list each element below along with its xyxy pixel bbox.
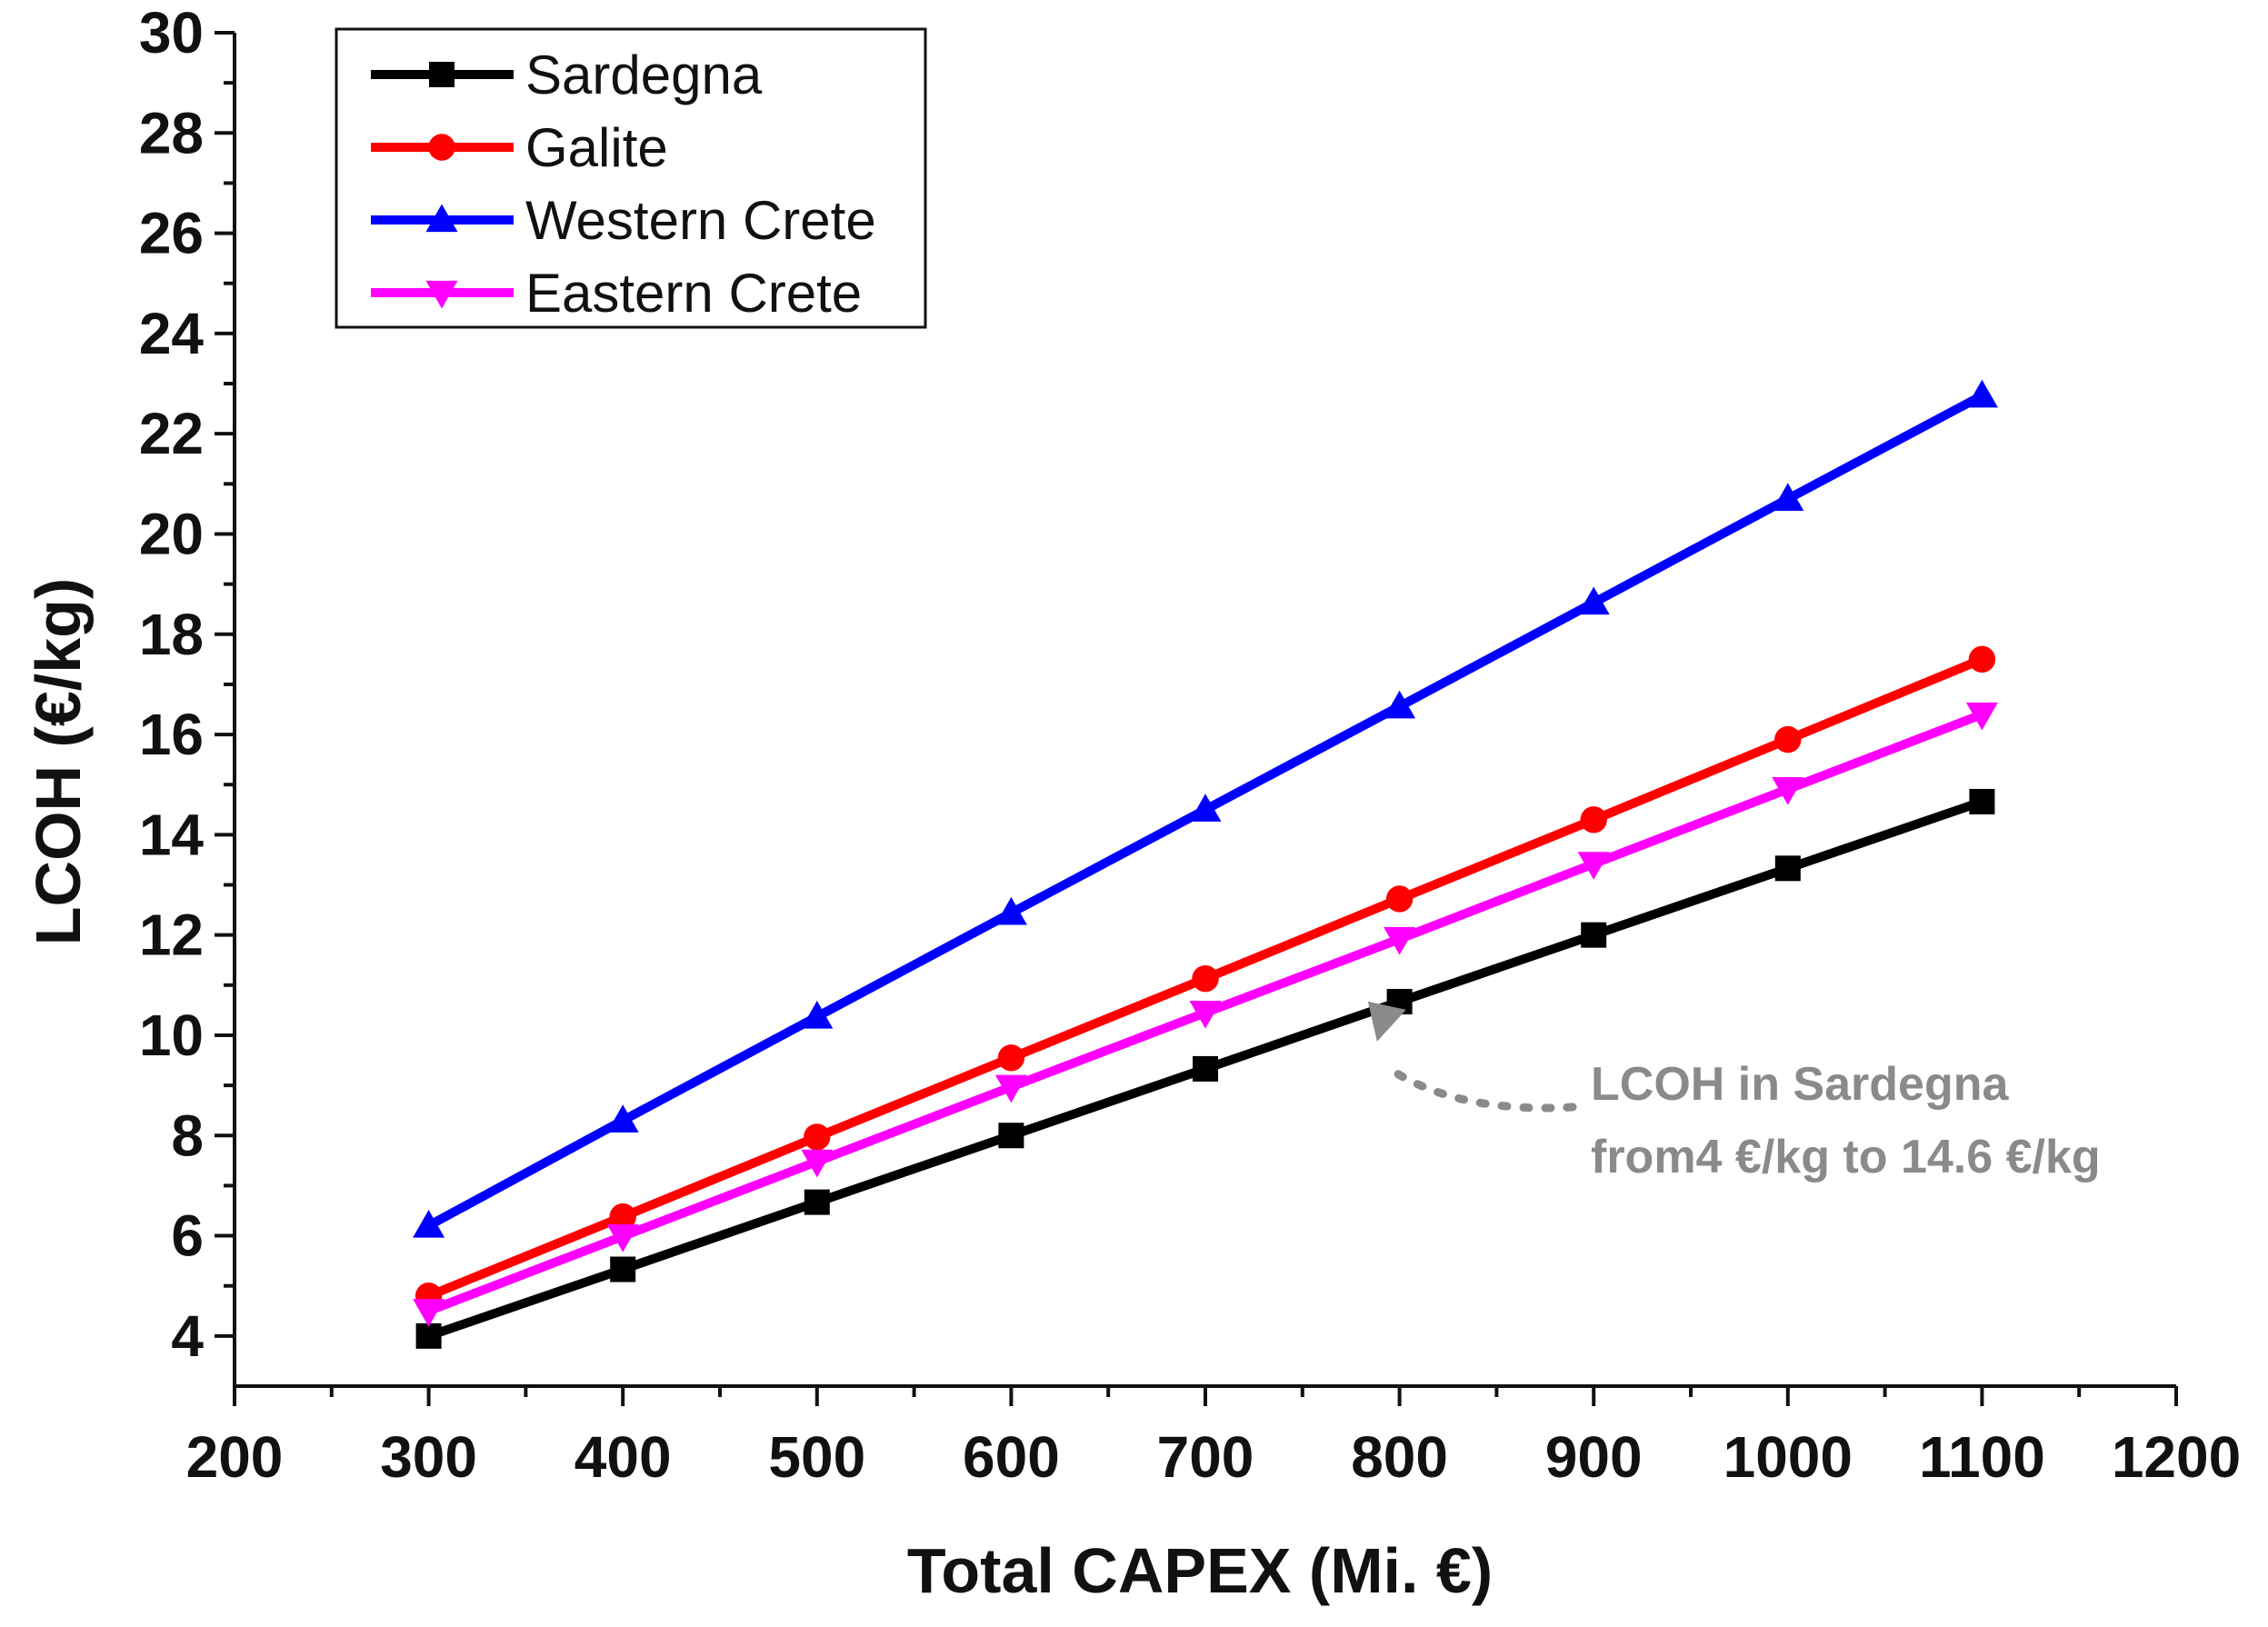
x-tick-label: 300 bbox=[380, 1424, 477, 1490]
y-tick-label: 20 bbox=[139, 501, 204, 566]
y-tick-label: 24 bbox=[139, 301, 205, 366]
series-galite bbox=[415, 645, 1996, 1310]
data-point-western-crete bbox=[801, 1001, 834, 1029]
data-point-western-crete bbox=[1189, 794, 1222, 822]
x-tick-label: 800 bbox=[1351, 1424, 1448, 1490]
x-tick-label: 500 bbox=[768, 1424, 865, 1490]
x-tick-label: 400 bbox=[574, 1424, 672, 1490]
y-tick-label: 6 bbox=[171, 1203, 204, 1269]
legend: Sardegna Galite Western Crete Eastern Crete bbox=[335, 27, 927, 329]
data-point-western-crete bbox=[606, 1104, 639, 1133]
y-tick-label: 30 bbox=[139, 0, 204, 65]
legend-label-eastern-crete: Eastern Crete bbox=[525, 263, 862, 324]
data-point-western-crete bbox=[1577, 586, 1610, 615]
legend-marker-western-crete bbox=[425, 204, 458, 233]
x-tick-label: 1200 bbox=[2112, 1424, 2241, 1490]
data-point-western-crete bbox=[1965, 379, 1998, 408]
axes: 4 6 8 10 12 14 16 18 20 22 24 26 28 30 200 300 400 500 600… bbox=[139, 0, 2241, 1490]
annotation-line-1: LCOH in Sardegna bbox=[1591, 1058, 2009, 1111]
data-point-sardegna bbox=[415, 1323, 442, 1349]
data-point-sardegna bbox=[610, 1256, 636, 1283]
legend-label-sardegna: Sardegna bbox=[525, 45, 763, 105]
data-point-galite bbox=[804, 1123, 831, 1151]
data-point-western-crete bbox=[1772, 483, 1804, 512]
data-point-eastern-crete bbox=[413, 1299, 445, 1327]
data-point-eastern-crete bbox=[1965, 702, 1998, 731]
data-point-eastern-crete bbox=[994, 1074, 1027, 1103]
legend-marker-galite bbox=[428, 134, 455, 161]
y-tick-label: 4 bbox=[171, 1303, 204, 1369]
y-tick-label: 22 bbox=[139, 401, 204, 466]
data-point-galite bbox=[1968, 645, 1996, 674]
data-point-eastern-crete bbox=[606, 1223, 639, 1253]
data-point-galite bbox=[1774, 725, 1802, 754]
data-point-western-crete bbox=[994, 896, 1027, 925]
data-point-galite bbox=[1385, 885, 1414, 913]
series-sardegna bbox=[415, 788, 1995, 1349]
data-point-galite bbox=[1580, 806, 1607, 833]
legend-label-galite: Galite bbox=[525, 117, 668, 178]
data-point-western-crete bbox=[1384, 690, 1416, 719]
x-tick-label: 600 bbox=[963, 1424, 1060, 1490]
y-tick-label: 10 bbox=[139, 1003, 204, 1068]
x-tick-label: 1100 bbox=[1919, 1424, 2045, 1490]
y-tick-label: 8 bbox=[171, 1103, 204, 1168]
data-point-sardegna bbox=[1774, 855, 1801, 882]
y-tick-label: 14 bbox=[139, 802, 205, 867]
x-tick-label: 200 bbox=[186, 1424, 284, 1490]
y-tick-label: 12 bbox=[139, 903, 204, 968]
y-tick-label: 26 bbox=[139, 201, 204, 266]
data-point-sardegna bbox=[804, 1189, 830, 1215]
data-point-sardegna bbox=[1193, 1055, 1218, 1082]
y-axis-title: LCOH (€/kg) bbox=[23, 578, 94, 945]
data-point-sardegna bbox=[1969, 788, 1995, 814]
data-point-galite bbox=[1192, 964, 1219, 993]
data-point-eastern-crete bbox=[1577, 852, 1610, 880]
x-tick-label: 1000 bbox=[1723, 1424, 1853, 1490]
data-point-eastern-crete bbox=[1384, 926, 1416, 955]
annotation-arrow-line bbox=[1391, 1068, 1577, 1113]
x-tick-label: 700 bbox=[1157, 1424, 1254, 1490]
data-point-galite bbox=[997, 1044, 1025, 1072]
data-point-sardegna bbox=[998, 1123, 1024, 1149]
x-tick-label: 900 bbox=[1545, 1424, 1643, 1490]
data-point-sardegna bbox=[1581, 922, 1607, 948]
legend-label-western-crete: Western Crete bbox=[525, 190, 876, 251]
data-point-western-crete bbox=[413, 1210, 445, 1238]
data-point-eastern-crete bbox=[801, 1149, 834, 1178]
annotation: LCOH in Sardegna from4 €/kg to 14.6 €/kg bbox=[1367, 1001, 2101, 1183]
y-tick-label: 18 bbox=[139, 602, 204, 667]
data-point-galite bbox=[609, 1203, 636, 1231]
annotation-line-2: from4 €/kg to 14.6 €/kg bbox=[1591, 1131, 2101, 1183]
annotation-arrow-head bbox=[1367, 1001, 1406, 1042]
y-tick-label: 28 bbox=[139, 100, 204, 165]
series-western-crete bbox=[413, 379, 1998, 1238]
x-axis-title: Total CAPEX (Mi. €) bbox=[907, 1535, 1493, 1606]
series-layer bbox=[413, 379, 1998, 1349]
legend-marker-eastern-crete bbox=[425, 280, 458, 309]
data-point-eastern-crete bbox=[1772, 777, 1804, 805]
series-eastern-crete bbox=[413, 702, 1998, 1327]
legend-marker-sardegna bbox=[429, 62, 455, 87]
data-point-eastern-crete bbox=[1189, 1001, 1222, 1029]
y-tick-label: 16 bbox=[139, 702, 204, 767]
